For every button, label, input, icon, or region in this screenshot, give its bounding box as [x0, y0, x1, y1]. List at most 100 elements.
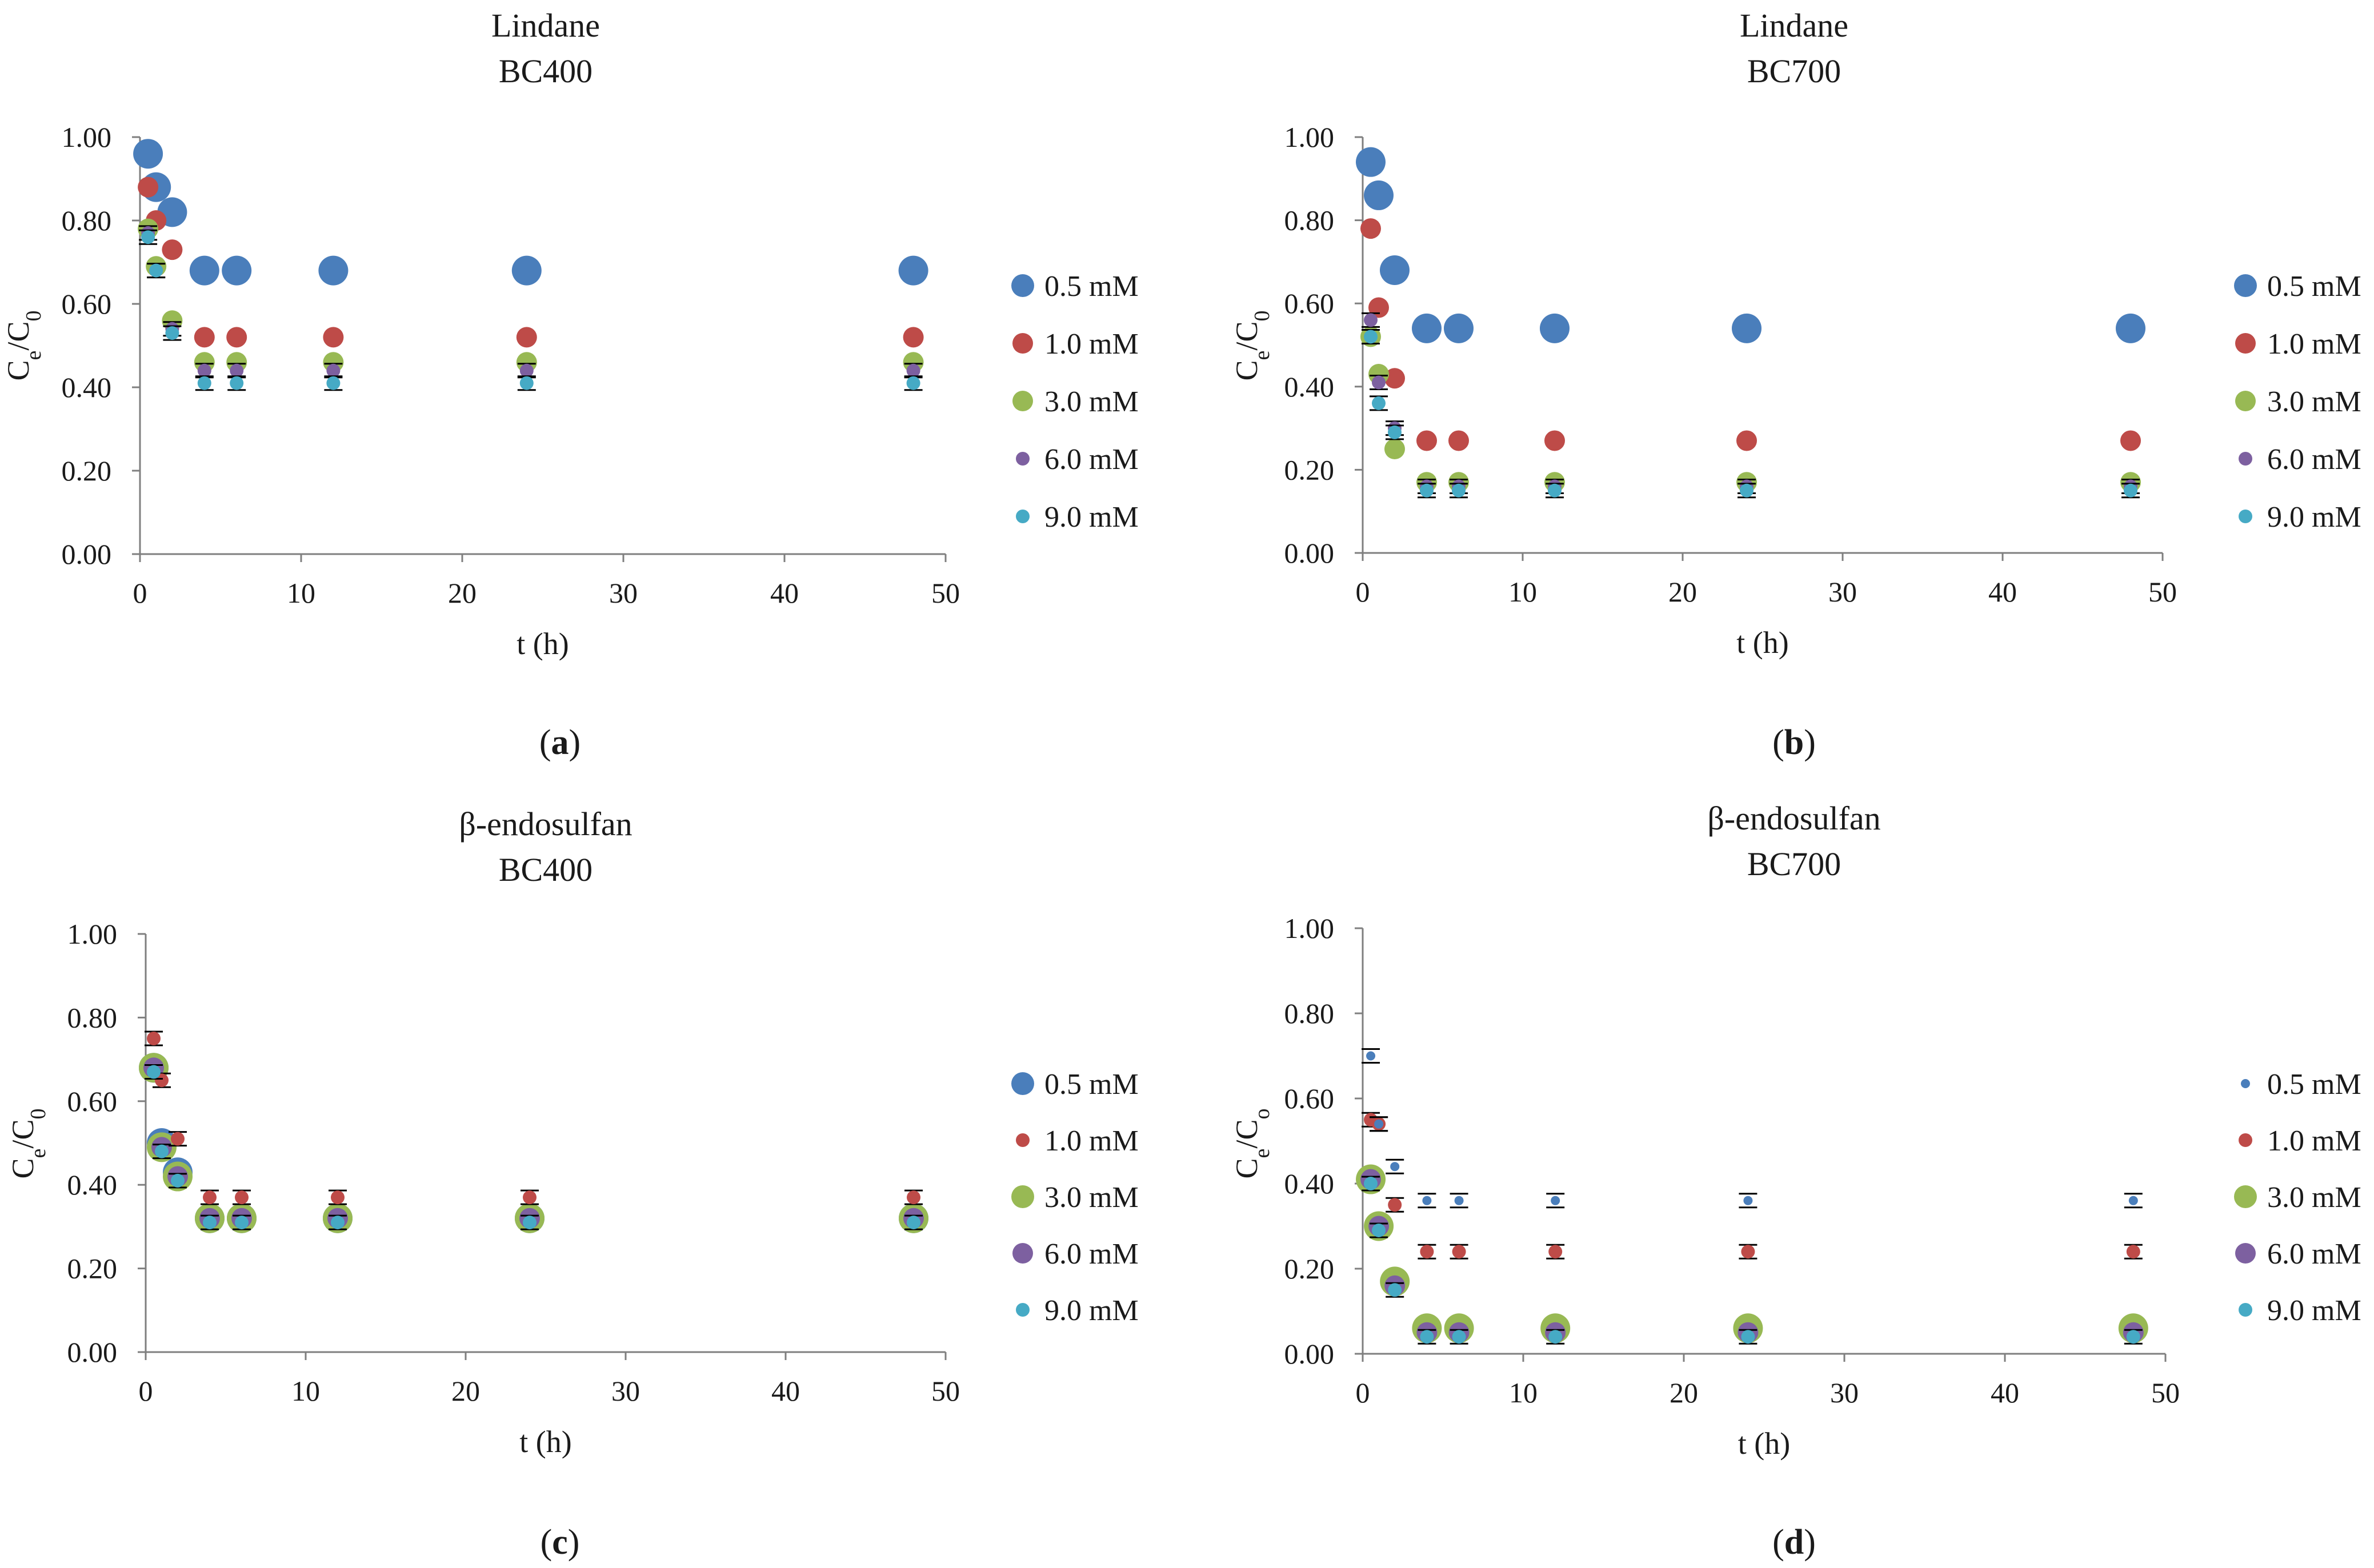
legend-label: 9.0 mM — [2267, 1294, 2361, 1327]
data-point — [1388, 1283, 1402, 1297]
x-tick-label: 50 — [931, 1375, 960, 1407]
data-point — [222, 255, 252, 286]
data-point — [1356, 147, 1386, 177]
legend-label: 6.0 mM — [1044, 443, 1139, 476]
x-tick-label: 10 — [1508, 576, 1537, 608]
data-point — [1736, 430, 1757, 451]
chart-title: β-endosulfan — [459, 805, 632, 843]
y-tick-label: 0.80 — [67, 1001, 118, 1033]
data-point — [1741, 1245, 1755, 1259]
data-point — [2116, 313, 2145, 343]
legend-label: 0.5 mM — [2267, 1068, 2361, 1101]
data-point — [155, 1144, 169, 1158]
data-point — [147, 1065, 161, 1079]
data-point — [1740, 483, 1754, 498]
legend-marker — [1016, 452, 1030, 466]
x-tick-label: 0 — [139, 1375, 153, 1407]
data-point — [1388, 1198, 1402, 1212]
panel-caption: (c) — [541, 1523, 580, 1562]
x-tick-label: 50 — [2148, 576, 2177, 608]
y-tick-label: 0.60 — [1284, 1082, 1335, 1114]
y-tick-label: 0.60 — [67, 1085, 118, 1117]
legend-marker — [2239, 1133, 2252, 1147]
legend-label: 9.0 mM — [2267, 501, 2361, 534]
x-tick-label: 50 — [931, 577, 960, 609]
data-point — [138, 177, 159, 198]
data-point — [1388, 425, 1402, 439]
data-point — [1551, 1196, 1560, 1205]
x-tick-label: 40 — [1991, 1377, 2019, 1409]
data-point — [1540, 313, 1570, 343]
chart-subtitle: BC400 — [499, 53, 593, 90]
legend-label: 9.0 mM — [1044, 1294, 1139, 1327]
y-tick-label: 0.20 — [62, 455, 112, 487]
data-point — [519, 376, 534, 390]
x-tick-label: 0 — [133, 577, 147, 609]
data-point — [906, 376, 920, 390]
legend-label: 3.0 mM — [2267, 1181, 2361, 1214]
data-point — [1420, 1245, 1434, 1259]
data-point — [1452, 1330, 1466, 1344]
y-tick-label: 0.40 — [1284, 371, 1335, 403]
y-tick-label: 0.40 — [1284, 1168, 1335, 1200]
data-point — [1732, 313, 1762, 343]
data-point — [189, 255, 219, 286]
data-point — [906, 363, 920, 378]
legend-label: 0.5 mM — [2267, 270, 2361, 303]
data-point — [323, 327, 344, 348]
panel-caption: (d) — [1772, 1523, 1816, 1562]
data-point — [2128, 1196, 2138, 1205]
x-tick-label: 20 — [448, 577, 477, 609]
y-tick-label: 0.80 — [1284, 204, 1335, 236]
data-point — [1364, 330, 1378, 344]
legend-marker — [1011, 1072, 1034, 1095]
x-axis-label: t (h) — [1738, 1426, 1790, 1461]
data-point — [1372, 375, 1386, 390]
data-point — [1364, 180, 1394, 210]
legend-label: 3.0 mM — [1044, 1181, 1139, 1214]
data-point — [1741, 1330, 1755, 1344]
x-tick-label: 10 — [287, 577, 315, 609]
data-point — [203, 1190, 217, 1205]
x-tick-label: 20 — [1670, 1377, 1698, 1409]
x-tick-label: 30 — [609, 577, 638, 609]
data-point — [141, 230, 155, 244]
legend-marker — [1011, 1185, 1034, 1208]
data-point — [1384, 368, 1405, 389]
data-point — [1548, 1245, 1563, 1259]
y-axis-label: Ce/Co — [1230, 1109, 1274, 1179]
legend-label: 3.0 mM — [2267, 386, 2361, 418]
y-tick-label: 1.00 — [62, 121, 112, 153]
data-point — [903, 327, 924, 348]
y-tick-label: 0.60 — [62, 288, 112, 320]
data-point — [2126, 1330, 2140, 1344]
legend-marker — [2235, 391, 2256, 411]
data-point — [171, 1173, 185, 1188]
y-tick-label: 0.00 — [62, 538, 112, 570]
data-point — [1390, 1162, 1400, 1172]
x-axis-label: t (h) — [519, 1425, 571, 1459]
data-point — [1364, 313, 1378, 327]
chart-subtitle: BC700 — [1747, 53, 1841, 90]
data-point — [149, 263, 163, 278]
data-point — [235, 1190, 249, 1205]
legend-label: 9.0 mM — [1044, 501, 1139, 534]
data-point — [523, 1190, 537, 1205]
data-point — [203, 1216, 217, 1230]
data-point — [197, 376, 211, 390]
legend-label: 6.0 mM — [1044, 1238, 1139, 1270]
y-tick-label: 0.40 — [67, 1169, 118, 1201]
data-point — [1548, 483, 1562, 498]
legend-marker — [2239, 1303, 2252, 1317]
data-point — [1452, 1245, 1466, 1259]
data-point — [2120, 430, 2141, 451]
data-point — [1422, 1196, 1432, 1205]
data-point — [1743, 1196, 1753, 1205]
data-point — [226, 327, 247, 348]
data-point — [326, 376, 341, 390]
x-tick-label: 40 — [1988, 576, 2017, 608]
data-point — [898, 255, 928, 286]
legend-label: 1.0 mM — [2267, 1125, 2361, 1157]
data-point — [511, 255, 542, 286]
legend-label: 1.0 mM — [1044, 328, 1139, 360]
